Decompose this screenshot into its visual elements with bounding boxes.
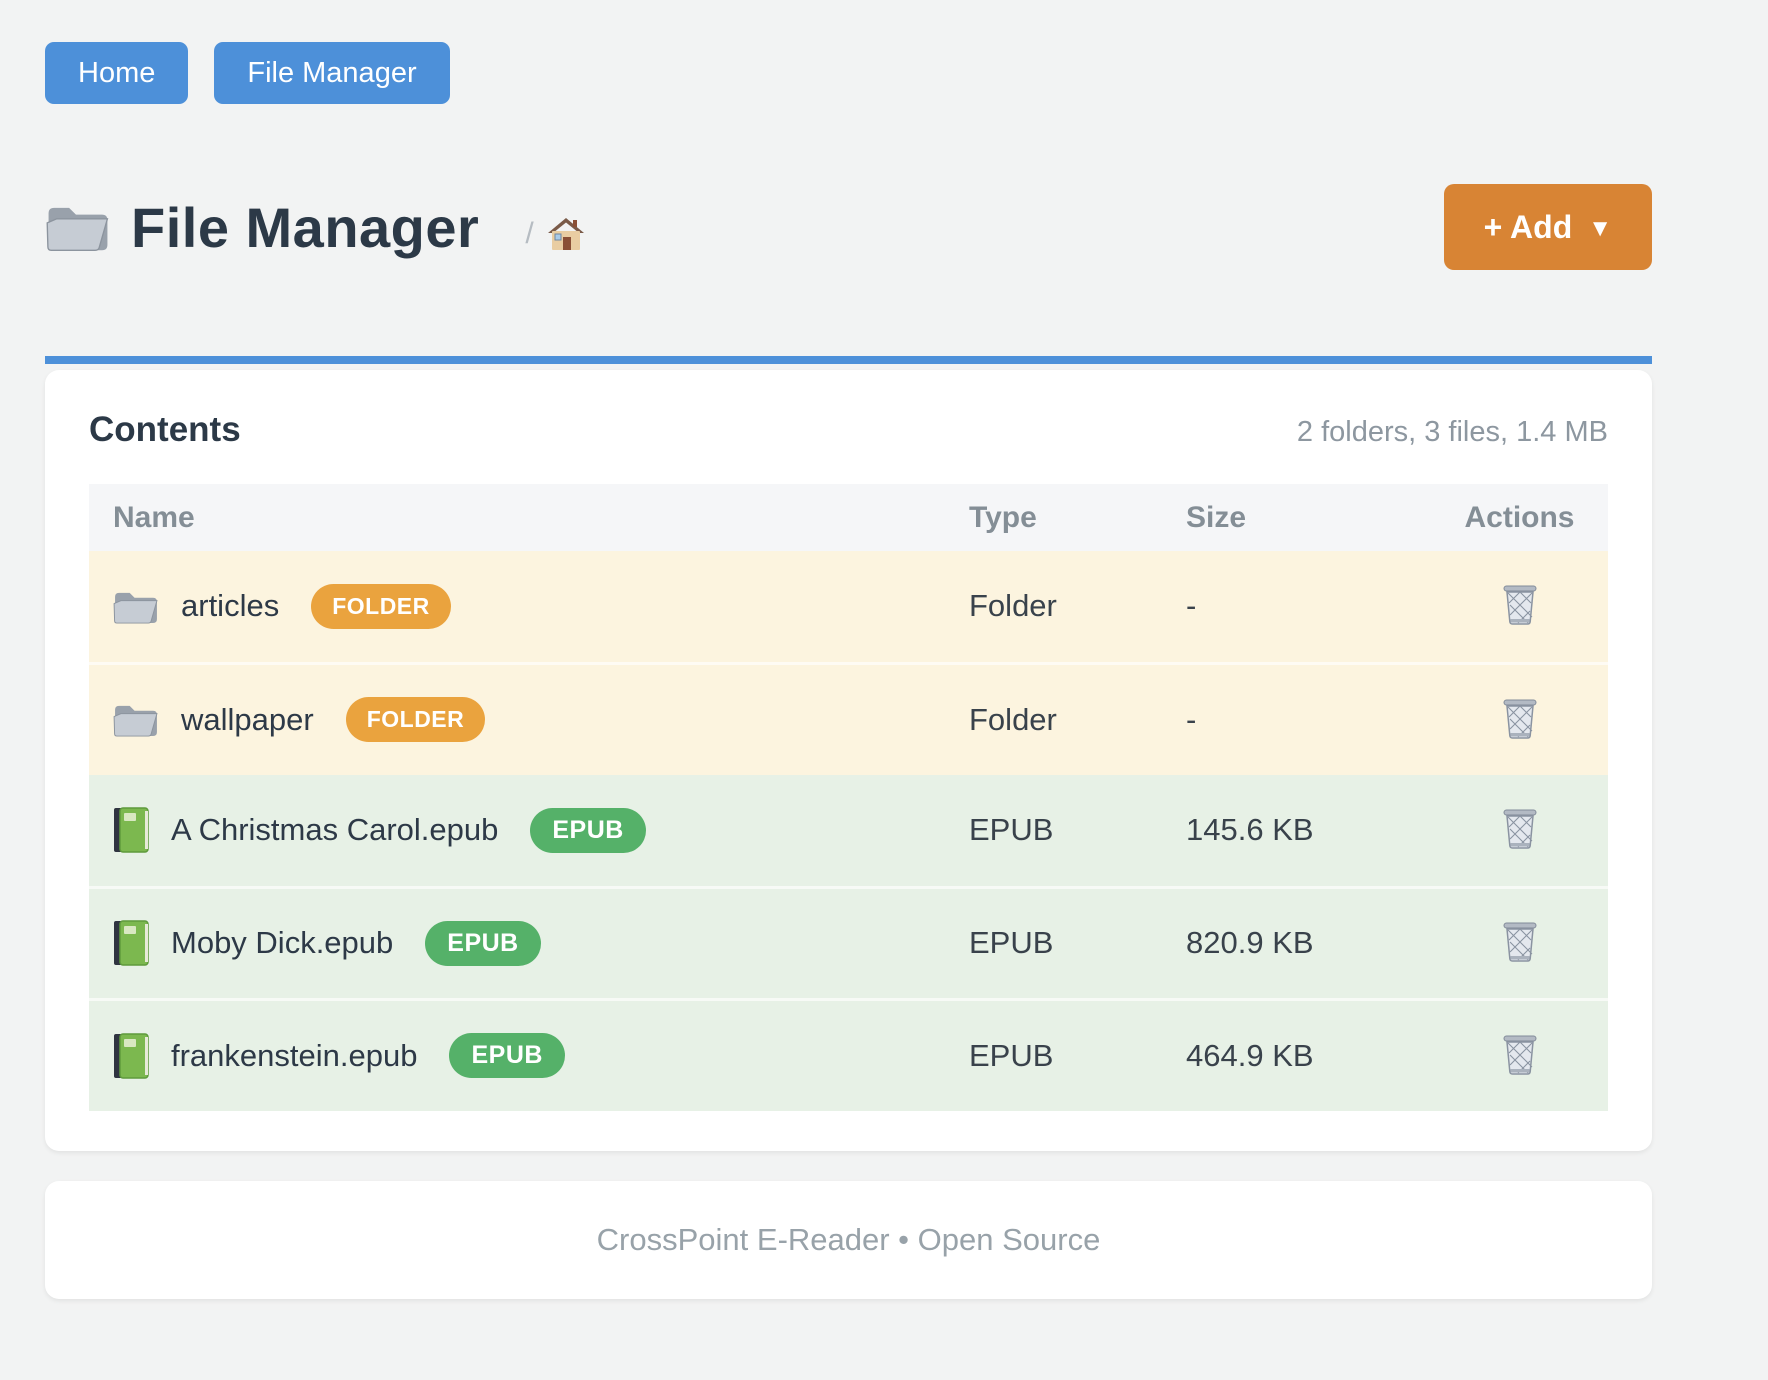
file-actions-cell [1431, 887, 1608, 999]
file-name[interactable]: Moby Dick.epub [171, 925, 394, 960]
file-size-cell: 464.9 KB [1186, 1037, 1314, 1073]
table-row: wallpaper FOLDER Folder - [89, 663, 1608, 775]
file-name[interactable]: A Christmas Carol.epub [171, 812, 499, 848]
column-header-actions: Actions [1431, 484, 1608, 551]
file-type-cell: EPUB [969, 812, 1054, 848]
contents-table-body: articles FOLDER Folder - wallpaper [89, 551, 1608, 1111]
add-button[interactable]: + Add ▼ [1443, 184, 1652, 270]
table-row: A Christmas Carol.epub EPUB EPUB 145.6 K… [89, 775, 1608, 887]
column-header-name: Name [89, 484, 969, 551]
column-header-size: Size [1186, 484, 1431, 551]
footer-text: CrossPoint E-Reader • Open Source [596, 1222, 1101, 1257]
file-size-cell: - [1186, 701, 1197, 737]
contents-card: Contents 2 folders, 3 files, 1.4 MB Name… [45, 370, 1652, 1151]
title-divider [45, 356, 1652, 364]
file-name[interactable]: wallpaper [181, 701, 314, 737]
add-button-label: + Add [1483, 208, 1573, 245]
type-badge: EPUB [449, 1033, 565, 1079]
contents-table: Name Type Size Actions articles FOLDER F… [89, 484, 1608, 1111]
delete-button[interactable] [1498, 1029, 1542, 1082]
contents-card-header: Contents 2 folders, 3 files, 1.4 MB [89, 410, 1608, 450]
table-header-row: Name Type Size Actions [89, 484, 1608, 551]
table-row: Moby Dick.epub EPUB EPUB 820.9 KB [89, 887, 1608, 999]
file-name-cell: frankenstein.epub EPUB [89, 999, 969, 1111]
type-badge: FOLDER [311, 583, 451, 629]
file-actions-cell [1431, 775, 1608, 887]
file-name-cell: articles FOLDER [89, 551, 969, 663]
file-size-cell: - [1186, 588, 1197, 624]
folder-icon [113, 701, 159, 738]
contents-title: Contents [89, 410, 241, 449]
trash-icon [1502, 1033, 1538, 1075]
top-nav: Home File Manager [45, 0, 1652, 104]
file-actions-cell [1431, 551, 1608, 663]
delete-button[interactable] [1498, 579, 1542, 632]
file-type-cell: Folder [969, 588, 1057, 624]
home-icon[interactable] [547, 217, 585, 251]
breadcrumb: / [525, 217, 585, 251]
footer: CrossPoint E-Reader • Open Source [45, 1181, 1652, 1299]
file-name[interactable]: frankenstein.epub [171, 1037, 418, 1073]
file-type-cell: EPUB [969, 1037, 1054, 1073]
page-header: File Manager / + Add ▼ [45, 184, 1652, 270]
file-name-cell: Moby Dick.epub EPUB [89, 887, 969, 999]
type-badge: EPUB [530, 807, 646, 853]
delete-button[interactable] [1498, 803, 1542, 856]
table-row: frankenstein.epub EPUB EPUB 464.9 KB [89, 999, 1608, 1111]
chevron-down-icon: ▼ [1588, 215, 1612, 242]
file-manager-button[interactable]: File Manager [214, 42, 450, 104]
delete-button[interactable] [1498, 916, 1542, 969]
file-actions-cell [1431, 999, 1608, 1111]
file-actions-cell [1431, 663, 1608, 775]
file-size-cell: 820.9 KB [1186, 925, 1314, 960]
column-header-type: Type [969, 484, 1186, 551]
page-title: File Manager / [45, 195, 585, 260]
breadcrumb-separator: / [525, 217, 534, 250]
trash-icon [1502, 807, 1538, 849]
file-name-cell: wallpaper FOLDER [89, 663, 969, 775]
trash-icon [1502, 697, 1538, 739]
book-icon [113, 920, 149, 966]
delete-button[interactable] [1498, 693, 1542, 746]
contents-summary: 2 folders, 3 files, 1.4 MB [1296, 416, 1608, 448]
folder-icon [113, 588, 159, 625]
file-type-cell: EPUB [969, 925, 1054, 960]
trash-icon [1502, 583, 1538, 625]
file-type-cell: Folder [969, 701, 1057, 737]
table-row: articles FOLDER Folder - [89, 551, 1608, 663]
type-badge: FOLDER [345, 697, 486, 743]
file-size-cell: 145.6 KB [1186, 812, 1314, 848]
trash-icon [1502, 920, 1538, 962]
type-badge: EPUB [425, 920, 541, 966]
book-icon [113, 807, 149, 853]
book-icon [113, 1033, 149, 1079]
page-title-text: File Manager [131, 195, 480, 259]
home-button[interactable]: Home [45, 42, 189, 104]
folder-icon [45, 201, 111, 253]
file-name[interactable]: articles [181, 588, 280, 624]
file-name-cell: A Christmas Carol.epub EPUB [89, 775, 969, 887]
page: Home File Manager File Manager / + Add ▼… [45, 0, 1652, 1299]
